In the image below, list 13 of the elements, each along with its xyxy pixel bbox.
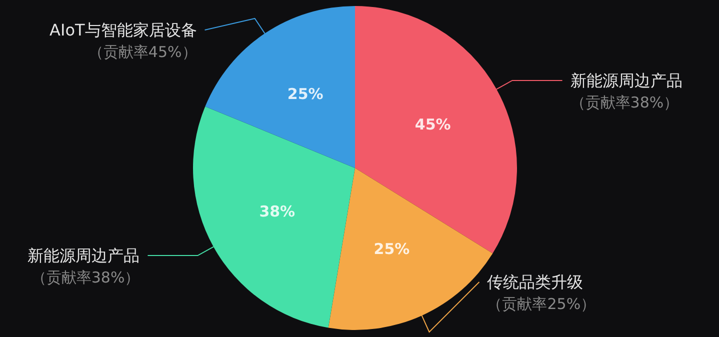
text: （贡献率38%） — [570, 93, 679, 112]
slice-label: 传统品类升级 — [487, 272, 584, 292]
text: （贡献率38%） — [31, 268, 140, 287]
data-label: 38% — [259, 202, 296, 220]
slice-label: 新能源周边产品 — [570, 70, 682, 90]
slice-label: AIoT与智能家居设备 — [50, 20, 197, 40]
text: （贡献率45%） — [88, 43, 197, 61]
data-label: 25% — [374, 240, 410, 258]
text: （贡献率25%） — [487, 295, 596, 313]
slice-label: 新能源周边产品 — [28, 246, 140, 266]
data-label: 45% — [414, 116, 451, 134]
data-label: 25% — [287, 84, 324, 103]
pie-slice — [205, 6, 355, 168]
